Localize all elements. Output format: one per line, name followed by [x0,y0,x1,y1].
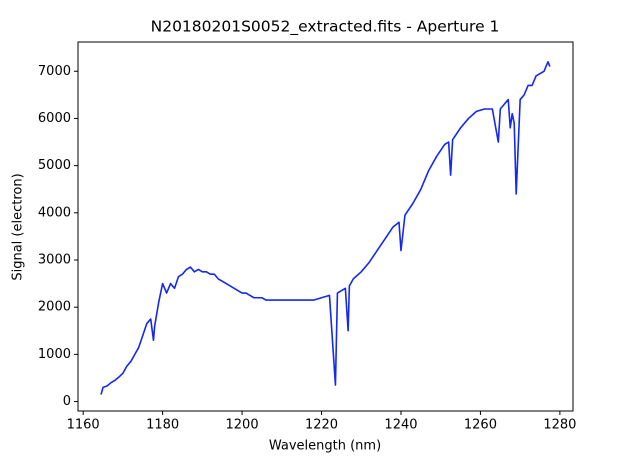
y-tick-label: 1000 [38,347,71,362]
x-tick-label: 1160 [67,418,100,433]
x-tick-label: 1180 [146,418,179,433]
y-tick-label: 3000 [38,253,71,268]
x-axis-label: Wavelength (nm) [269,439,381,454]
x-tick-label: 1240 [384,418,417,433]
x-tick-label: 1200 [226,418,259,433]
x-tick-label: 1260 [464,418,497,433]
y-axis-label: Signal (electron) [11,173,26,280]
y-tick-label: 6000 [38,111,71,126]
y-tick-label: 5000 [38,158,71,173]
y-tick-label: 4000 [38,205,71,220]
x-tick-label: 1280 [543,418,576,433]
y-tick-label: 2000 [38,300,71,315]
data-line [100,61,551,395]
chart-title: N20180201S0052_extracted.fits - Aperture… [151,18,500,37]
plot-frame [77,41,574,412]
y-tick-label: 0 [63,394,71,409]
y-tick-label: 7000 [38,64,71,79]
x-tick-label: 1220 [305,418,338,433]
